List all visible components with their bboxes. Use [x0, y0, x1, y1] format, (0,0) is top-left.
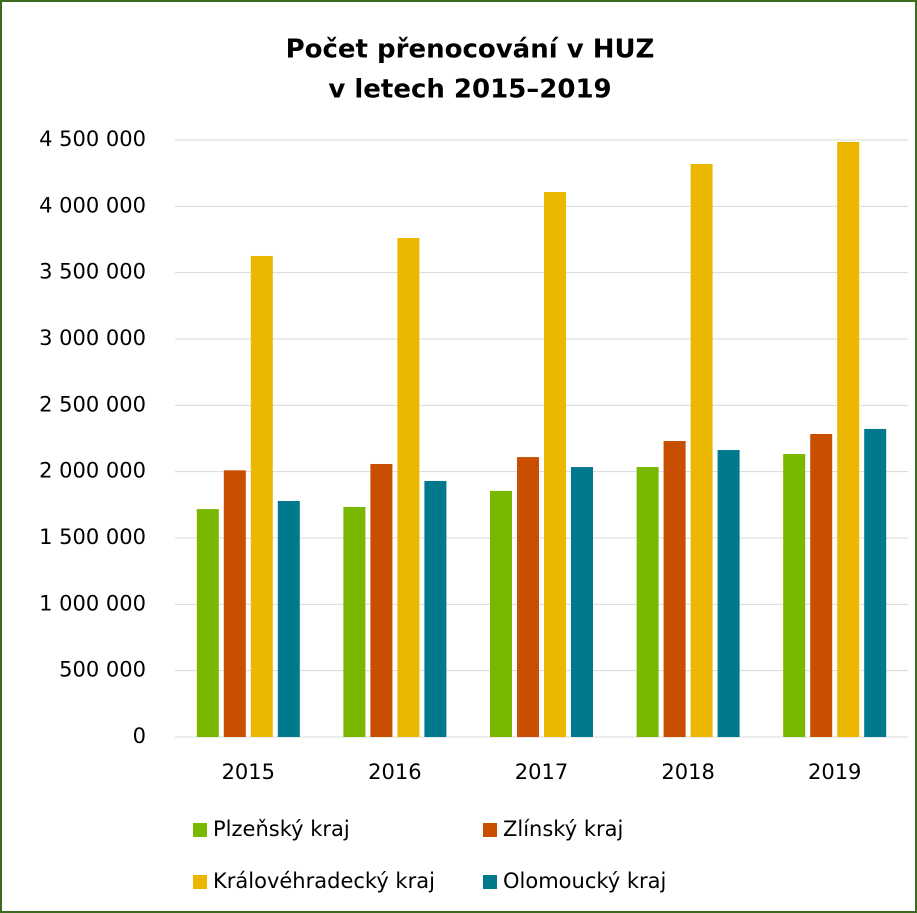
y-tick-label: 3 500 000	[39, 260, 146, 284]
y-tick-label: 2 500 000	[39, 392, 146, 416]
legend-swatch	[193, 875, 207, 889]
y-tick-label: 1 000 000	[39, 591, 146, 615]
x-tick-label: 2016	[368, 760, 421, 784]
x-tick-label: 2018	[661, 760, 714, 784]
bar	[783, 454, 806, 737]
legend-label: Plzeňský kraj	[213, 817, 350, 841]
bar	[837, 141, 860, 738]
legend-swatch	[483, 875, 497, 889]
bar	[397, 238, 420, 738]
legend-swatch	[483, 823, 497, 837]
legend-swatch	[193, 823, 207, 837]
bar	[517, 457, 539, 737]
bar	[196, 509, 219, 737]
bar	[343, 506, 366, 737]
x-tick-label: 2017	[515, 760, 568, 784]
bar	[544, 192, 566, 737]
bar	[424, 480, 447, 737]
y-tick-label: 2 000 000	[39, 459, 146, 483]
y-tick-label: 500 000	[59, 658, 146, 682]
bar	[690, 164, 713, 737]
y-tick-label: 0	[133, 724, 146, 748]
bar	[663, 441, 686, 737]
bar	[250, 255, 273, 737]
chart-title: v letech 2015–2019	[328, 75, 611, 105]
bar	[490, 490, 512, 737]
legend-label: Královéhradecký kraj	[213, 869, 435, 893]
legend-label: Zlínský kraj	[503, 817, 623, 841]
legend-label: Olomoucký kraj	[503, 869, 666, 893]
bar	[864, 428, 887, 737]
x-tick-label: 2019	[808, 760, 861, 784]
y-tick-label: 1 500 000	[39, 525, 146, 549]
y-tick-label: 4 500 000	[39, 127, 146, 151]
y-tick-label: 3 000 000	[39, 326, 146, 350]
bar	[223, 470, 246, 737]
x-tick-label: 2015	[222, 760, 275, 784]
bar	[717, 450, 740, 737]
bar	[636, 467, 659, 737]
bar	[571, 467, 593, 737]
bar	[277, 500, 300, 737]
y-tick-label: 4 000 000	[39, 193, 146, 217]
chart-title: Počet přenocování v HUZ	[286, 35, 655, 65]
bar	[810, 433, 833, 737]
bar	[370, 463, 393, 737]
